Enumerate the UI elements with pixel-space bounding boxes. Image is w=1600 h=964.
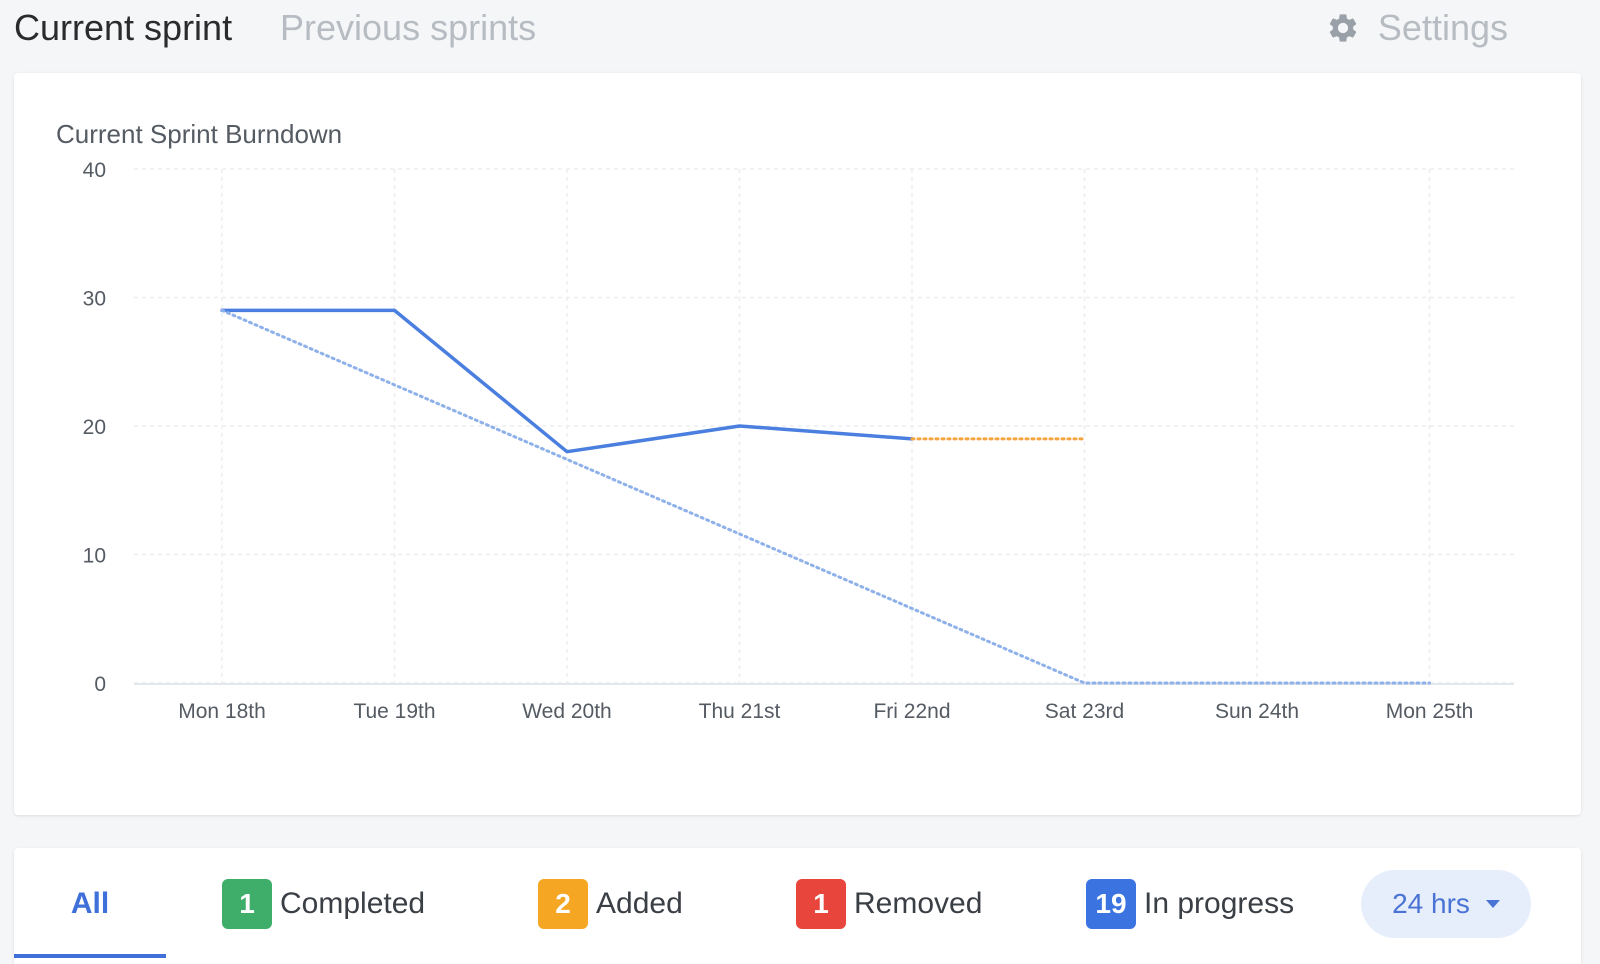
filter-all[interactable]: All <box>14 878 166 930</box>
burndown-chart: 0 10 20 30 40 Mon 18th Tue 19th Wed 20th Thu 21s… <box>83 159 1514 723</box>
tab-current-sprint[interactable]: Current sprint <box>14 7 233 48</box>
ideal-series-line <box>220 308 1431 685</box>
x-tick-label: Fri 22nd <box>873 700 950 723</box>
filter-in-progress[interactable]: 19 In progress <box>1086 878 1294 930</box>
completed-label: Completed <box>280 887 426 920</box>
x-tick-label: Tue 19th <box>353 700 435 723</box>
in-progress-count-badge: 19 <box>1086 879 1136 929</box>
x-tick-label: Mon 25th <box>1386 700 1474 723</box>
y-tick-label: 10 <box>83 545 106 568</box>
chart-title: Current Sprint Burndown <box>56 119 343 149</box>
added-label: Added <box>596 887 683 920</box>
active-filter-underline <box>14 954 166 958</box>
y-tick-label: 40 <box>83 159 106 182</box>
y-tick-label: 30 <box>83 288 106 311</box>
added-count-badge: 2 <box>538 879 588 929</box>
settings-button[interactable]: Settings <box>1326 6 1508 50</box>
filter-all-label: All <box>70 887 110 920</box>
actual-series-line <box>220 308 914 454</box>
burndown-card: Current Sprint Burndown 0 10 20 30 40 Mon 18t… <box>14 73 1581 815</box>
gear-icon <box>1329 14 1357 42</box>
y-tick-label: 0 <box>94 673 106 696</box>
in-progress-label: In progress <box>1144 887 1295 920</box>
removed-label: Removed <box>854 887 983 920</box>
filter-removed[interactable]: 1 Removed <box>796 878 982 930</box>
top-bar: Current sprint Previous sprints Settings <box>0 0 1600 64</box>
time-range-dropdown[interactable]: 24 hrs <box>1361 870 1531 938</box>
completed-count-badge: 1 <box>222 879 272 929</box>
tab-previous-sprints[interactable]: Previous sprints <box>280 7 537 48</box>
x-tick-label: Wed 20th <box>522 700 612 723</box>
x-tick-label: Thu 21st <box>699 700 781 723</box>
y-tick-label: 20 <box>83 416 106 439</box>
filter-added[interactable]: 2 Added <box>538 878 683 930</box>
settings-label: Settings <box>1377 7 1508 48</box>
time-range-label: 24 hrs <box>1392 888 1470 919</box>
chevron-down-icon <box>1485 900 1500 908</box>
x-tick-label: Sat 23rd <box>1045 700 1124 723</box>
filter-completed[interactable]: 1 Completed <box>222 878 425 930</box>
sprint-filter-bar: All 1 Completed 2 Added 1 Removed 19 In … <box>14 848 1581 964</box>
x-tick-label: Mon 18th <box>178 700 266 723</box>
removed-count-badge: 1 <box>796 879 846 929</box>
x-tick-label: Sun 24th <box>1215 700 1299 723</box>
